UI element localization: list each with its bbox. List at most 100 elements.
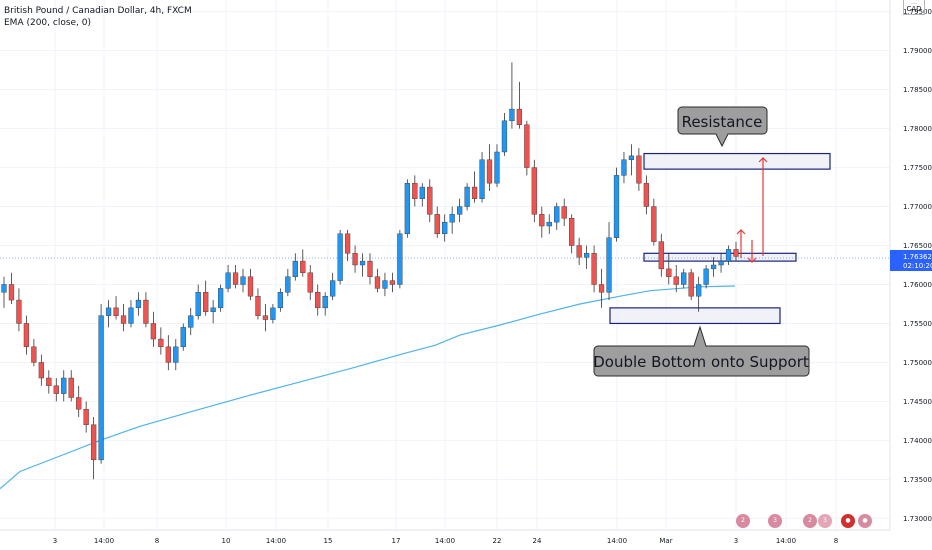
candle-body — [16, 299, 22, 324]
candle — [389, 272, 396, 293]
candle-body — [128, 307, 134, 324]
candle-body — [397, 233, 403, 285]
candle — [710, 257, 717, 277]
candle — [718, 253, 724, 273]
event-icon[interactable]: 3 — [768, 514, 782, 528]
price-tick: 1.79000 — [903, 47, 932, 55]
time-tick: 14:00 — [776, 537, 796, 545]
candle — [315, 284, 321, 316]
candle-body — [494, 151, 500, 184]
arrow-head — [736, 229, 746, 235]
candle-body — [225, 272, 231, 289]
candle — [412, 175, 418, 207]
candle — [158, 327, 164, 355]
flag-uk-icon[interactable]: ● — [858, 514, 872, 528]
candle — [46, 370, 52, 394]
candle-body — [83, 408, 89, 425]
support-label: Double Bottom onto Support — [593, 353, 809, 371]
candle — [307, 265, 313, 301]
target-arrows — [736, 157, 768, 263]
flag-canada-icon[interactable]: ● — [841, 514, 855, 528]
candle-body — [330, 280, 336, 297]
candle-body — [412, 182, 418, 199]
candle — [397, 229, 403, 289]
candle — [486, 144, 493, 191]
candle — [598, 268, 605, 308]
time-tick: 14:00 — [94, 537, 114, 545]
candle-body — [681, 272, 687, 285]
candle — [666, 253, 672, 285]
resistance-label: Resistance — [682, 113, 763, 131]
candle — [583, 245, 590, 269]
candle-body — [509, 108, 515, 122]
candle-body — [359, 260, 366, 266]
grid-lines — [0, 0, 890, 530]
candle-body — [322, 295, 328, 309]
candle-body — [651, 206, 657, 242]
candle-body — [628, 155, 635, 160]
candle — [1, 276, 7, 308]
event-icon[interactable]: 2 — [803, 514, 817, 528]
candle-body — [262, 315, 269, 320]
time-tick: 8 — [834, 537, 838, 545]
price-axis[interactable]: 1.79500 1.79000 1.78500 1.78000 1.77500 1.770… — [903, 8, 932, 523]
event-icon[interactable]: 2 — [736, 514, 750, 528]
price-tick: 1.77000 — [903, 203, 932, 211]
candle — [636, 148, 642, 191]
time-tick: 14:00 — [435, 537, 455, 545]
candle-body — [427, 186, 433, 215]
candle-body — [210, 307, 216, 312]
price-tick: 1.75500 — [903, 320, 932, 328]
currency-box[interactable]: … CAD — [903, 0, 925, 15]
candle-body — [666, 268, 672, 277]
candle-body — [733, 249, 739, 257]
candle — [135, 292, 142, 316]
resistance-zone — [643, 152, 831, 170]
arrow-head — [747, 257, 757, 263]
candle — [128, 300, 134, 328]
candle — [292, 253, 298, 281]
candle-body — [38, 362, 44, 379]
candle-body — [135, 299, 142, 309]
candle — [120, 303, 127, 332]
candle — [434, 206, 440, 238]
candle-body — [285, 276, 291, 293]
time-tick: 14:00 — [266, 537, 286, 545]
candle-body — [442, 221, 448, 235]
candle-body — [539, 214, 545, 227]
candle — [628, 144, 635, 176]
candle-body — [554, 206, 560, 223]
event-icon[interactable]: 3 — [818, 514, 832, 528]
candle-body — [479, 159, 485, 199]
candle — [696, 276, 702, 312]
mid-zone — [643, 252, 797, 262]
candle-body — [188, 315, 194, 328]
candle-body — [696, 284, 702, 297]
time-axis[interactable]: 3 14:00 8 10 14:00 15 17 14:00 22 24 14:00 Mar 3 14:0… — [53, 537, 838, 545]
candle — [442, 214, 448, 242]
candle-body — [217, 288, 224, 309]
candle-body — [165, 346, 171, 363]
indicator-label[interactable]: EMA (200, close, 0) — [4, 18, 92, 28]
symbol-title[interactable]: British Pound / Canadian Dollar, 4h, FXC… — [4, 6, 192, 16]
candle-body — [158, 338, 164, 348]
time-tick: 22 — [493, 537, 502, 545]
candle-body — [598, 284, 605, 293]
candle — [374, 268, 381, 293]
candle — [165, 335, 171, 371]
candle — [203, 280, 209, 316]
time-tick: 14:00 — [607, 537, 627, 545]
time-tick: 17 — [392, 537, 401, 545]
candle-body — [173, 346, 179, 363]
support-callout: Double Bottom onto Support — [593, 325, 810, 377]
candle — [330, 272, 336, 301]
candle-body — [105, 307, 112, 316]
candle-body — [98, 315, 104, 461]
candle — [195, 284, 201, 320]
candle-body — [367, 260, 373, 277]
candle — [479, 151, 485, 203]
candle-body — [53, 385, 59, 394]
candle-body — [315, 292, 321, 309]
candle-body — [150, 323, 157, 340]
